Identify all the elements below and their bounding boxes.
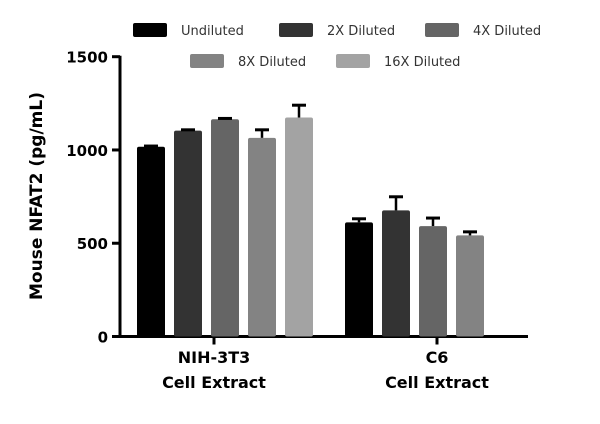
legend-swatch <box>133 23 167 37</box>
legend-label: 2X Diluted <box>327 24 395 39</box>
legend-swatch <box>279 23 313 37</box>
legend-swatch <box>190 54 224 68</box>
bars <box>137 103 484 337</box>
y-tick-label: 1000 <box>66 142 108 160</box>
y-axis-label: Mouse NFAT2 (pg/mL) <box>27 92 47 300</box>
y-tick-label: 1500 <box>66 49 108 67</box>
y-tick-label: 0 <box>98 329 108 347</box>
bar <box>382 210 410 337</box>
category-label: NIH-3T3 <box>178 348 251 367</box>
y-tick-label: 500 <box>77 235 108 253</box>
category-label: Cell Extract <box>385 373 489 392</box>
legend-swatch <box>336 54 370 68</box>
legend-label: 8X Diluted <box>238 55 306 70</box>
bar <box>419 226 447 337</box>
legend-label: 4X Diluted <box>473 24 541 39</box>
category-label: C6 <box>426 348 449 367</box>
bar <box>211 119 239 337</box>
bar <box>345 222 373 337</box>
bar <box>137 146 165 337</box>
bar <box>248 137 276 337</box>
category-label: Cell Extract <box>162 373 266 392</box>
legend: Undiluted 2X Diluted 4X Diluted 8X Diluted 1… <box>133 23 541 70</box>
bar <box>456 235 484 337</box>
bar <box>285 117 313 337</box>
legend-label: 16X Diluted <box>384 55 460 70</box>
bar <box>174 130 202 337</box>
category-labels: NIH-3T3 Cell Extract C6 Cell Extract <box>162 348 489 392</box>
legend-label: Undiluted <box>181 24 244 39</box>
legend-swatch <box>425 23 459 37</box>
